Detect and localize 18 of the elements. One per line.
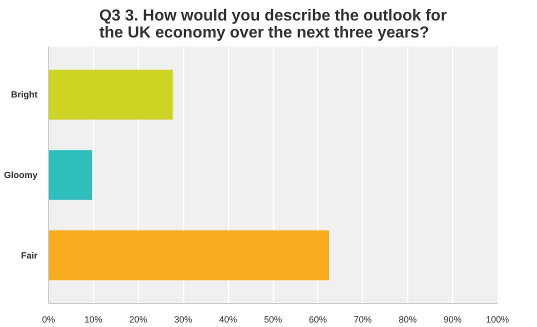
bar xyxy=(48,230,330,280)
x-tick-label: 70% xyxy=(354,314,372,324)
y-tick-label: Gloomy xyxy=(4,170,38,180)
y-tick-label: Bright xyxy=(11,90,38,100)
bar xyxy=(48,70,173,120)
x-tick-label: 10% xyxy=(84,314,102,324)
x-tick-label: 40% xyxy=(219,314,238,324)
y-tick-label: Fair xyxy=(20,250,38,260)
bar xyxy=(48,150,92,200)
x-tick-label: 20% xyxy=(129,314,148,324)
x-tick-label: 60% xyxy=(308,314,327,324)
x-tick-label: 90% xyxy=(444,314,462,324)
x-tick-label: 30% xyxy=(174,314,192,324)
chart-title: Q3 3. How would you describe the outlook for the UK economy over the next three years? xyxy=(99,8,447,42)
x-tick-label: 0% xyxy=(42,314,56,324)
x-tick-label: 100% xyxy=(486,314,510,324)
x-tick-label: 80% xyxy=(398,314,417,324)
x-tick-label: 50% xyxy=(264,314,282,324)
